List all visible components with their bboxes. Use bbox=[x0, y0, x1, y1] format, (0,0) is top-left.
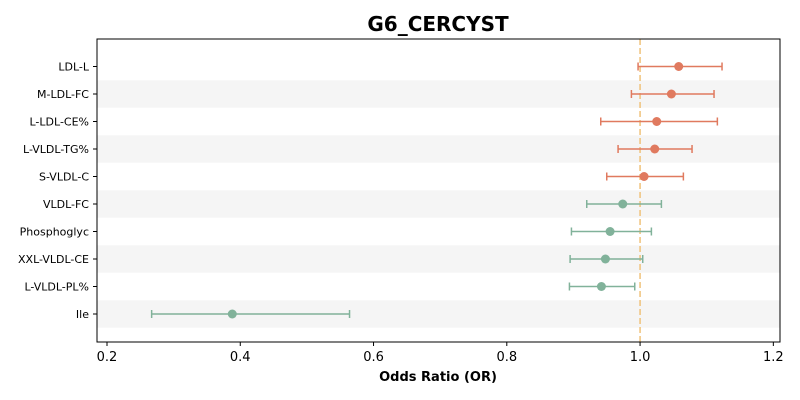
row-band bbox=[97, 245, 780, 273]
forest-row bbox=[617, 144, 693, 154]
y-tick-label: L-VLDL-TG% bbox=[23, 143, 89, 156]
row-bands bbox=[97, 80, 780, 328]
forest-row bbox=[600, 117, 719, 126]
x-tick-label: 0.2 bbox=[97, 350, 118, 365]
y-tick-label: XXL-VLDL-CE bbox=[18, 253, 89, 266]
forest-row bbox=[637, 62, 723, 71]
odds-ratio-point bbox=[227, 309, 237, 319]
odds-ratio-point bbox=[639, 172, 649, 181]
odds-ratio-point bbox=[650, 144, 660, 154]
y-tick-label: VLDL-FC bbox=[43, 198, 89, 211]
forest-row bbox=[569, 254, 644, 264]
forest-row bbox=[586, 199, 663, 209]
odds-ratio-point bbox=[674, 62, 684, 71]
odds-ratio-point bbox=[605, 227, 615, 236]
x-tick-label: 1.2 bbox=[763, 350, 784, 365]
odds-ratio-point bbox=[618, 199, 628, 209]
y-tick-label: M-LDL-FC bbox=[37, 88, 89, 101]
row-band bbox=[97, 190, 780, 218]
forest-row bbox=[570, 227, 653, 236]
forest-row bbox=[606, 172, 685, 181]
odds-ratio-point bbox=[666, 89, 676, 99]
x-tick-label: 0.4 bbox=[230, 350, 251, 365]
forest-row bbox=[568, 282, 636, 291]
y-tick-label: L-VLDL-PL% bbox=[24, 281, 89, 294]
chart-title: G6_CERCYST bbox=[367, 12, 509, 36]
x-tick-label: 0.6 bbox=[363, 350, 384, 365]
odds-ratio-point bbox=[652, 117, 662, 126]
y-tick-label: Ile bbox=[76, 308, 89, 321]
y-tick-label: LDL-L bbox=[58, 61, 90, 74]
forest-row bbox=[630, 89, 715, 99]
odds-ratio-point bbox=[596, 282, 606, 291]
x-axis: 0.2 0.4 0.6 0.8 1.0 1.2 bbox=[97, 342, 784, 365]
y-tick-label: Phosphoglyc bbox=[20, 226, 89, 239]
x-axis-label: Odds Ratio (OR) bbox=[379, 370, 497, 385]
x-tick-label: 0.8 bbox=[496, 350, 517, 365]
data-marks bbox=[150, 62, 723, 319]
y-axis: LDL-L M-LDL-FC L-LDL-CE% L-VLDL-TG% S-VLDL-C… bbox=[18, 61, 97, 321]
x-tick-label: 1.0 bbox=[630, 350, 651, 365]
y-tick-label: S-VLDL-C bbox=[39, 171, 89, 184]
forest-row bbox=[150, 309, 351, 319]
y-tick-label: L-LDL-CE% bbox=[30, 116, 90, 129]
plot-frame bbox=[96, 38, 781, 343]
odds-ratio-point bbox=[600, 254, 610, 264]
